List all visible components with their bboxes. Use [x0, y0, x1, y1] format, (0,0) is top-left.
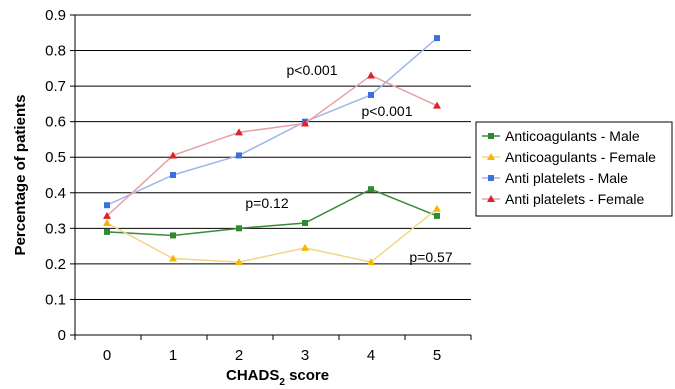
y-tick-label: 0 — [58, 327, 66, 344]
annotations: p<0.001 p<0.001 p=0.12 p=0.57 — [245, 62, 452, 265]
series-line — [106, 208, 438, 263]
x-axis-label: CHADS2 score — [226, 367, 329, 388]
data-point — [104, 228, 110, 235]
y-axis-label: Percentage of patients — [12, 95, 29, 256]
p-value-annotation: p=0.57 — [409, 249, 452, 265]
data-point — [170, 172, 176, 178]
legend-marker — [488, 175, 494, 181]
x-axis-label-subscript: 2 — [279, 377, 285, 388]
y-tick-label: 0.8 — [45, 43, 66, 60]
legend-box — [475, 121, 673, 217]
legend-label: Anticoagulants - Male — [505, 128, 640, 144]
data-point — [169, 254, 177, 262]
grid-lines — [75, 14, 471, 300]
p-value-annotation: p=0.12 — [245, 195, 288, 211]
data-point — [367, 258, 375, 266]
p-value-annotation: p<0.001 — [287, 62, 338, 78]
y-tick-label: 0.5 — [45, 149, 66, 166]
y-tick-label: 0.3 — [45, 220, 66, 237]
x-tick-label: 2 — [235, 347, 243, 364]
data-point — [434, 35, 440, 42]
data-point — [236, 152, 242, 159]
y-tick-label: 0.6 — [45, 114, 66, 131]
legend-marker — [487, 195, 495, 202]
data-point — [433, 101, 441, 109]
legend-label: Anti platelets - Female — [505, 191, 644, 207]
data-point — [103, 219, 111, 226]
data-point — [235, 128, 243, 136]
x-tick-label: 1 — [169, 347, 177, 364]
x-tick-label: 0 — [103, 347, 111, 364]
x-tick-label: 5 — [433, 347, 441, 364]
axes — [70, 14, 472, 340]
data-point — [235, 258, 243, 266]
y-tick-label: 0.9 — [45, 7, 66, 24]
x-tick-labels: 0 1 2 3 4 5 — [103, 347, 441, 364]
y-tick-labels: 0 0.1 0.2 0.3 0.4 0.5 0.6 0.7 0.8 0.9 — [45, 7, 66, 344]
y-tick-label: 0.2 — [45, 256, 66, 273]
data-point — [367, 71, 375, 79]
legend: Anticoagulants - Male Anticoagulants - Fe… — [475, 121, 673, 217]
data-point — [368, 92, 374, 98]
series-line — [106, 188, 438, 237]
data-point — [169, 151, 177, 159]
data-point — [301, 119, 309, 127]
data-point — [302, 220, 308, 226]
data-point — [170, 232, 176, 239]
p-value-annotation: p<0.001 — [362, 103, 413, 119]
x-axis-label-suffix: score — [285, 367, 329, 384]
x-tick-label: 4 — [367, 347, 375, 364]
data-point — [368, 186, 374, 193]
series-line — [106, 37, 438, 206]
legend-marker — [487, 153, 495, 160]
data-point — [103, 211, 111, 219]
legend-marker — [488, 133, 494, 139]
y-tick-label: 0.4 — [45, 185, 66, 202]
series-line — [106, 74, 438, 217]
x-axis-label-main: CHADS — [226, 367, 279, 384]
data-point — [104, 202, 110, 209]
x-tick-label: 3 — [301, 347, 309, 364]
data-point — [433, 204, 441, 212]
legend-label: Anticoagulants - Female — [505, 149, 656, 165]
data-point — [434, 212, 440, 219]
legend-label: Anti platelets - Male — [505, 170, 628, 186]
data-point — [236, 225, 242, 232]
data-point — [301, 243, 309, 251]
y-tick-label: 0.7 — [45, 78, 66, 95]
y-tick-label: 0.1 — [45, 291, 66, 308]
series-group — [103, 35, 441, 266]
